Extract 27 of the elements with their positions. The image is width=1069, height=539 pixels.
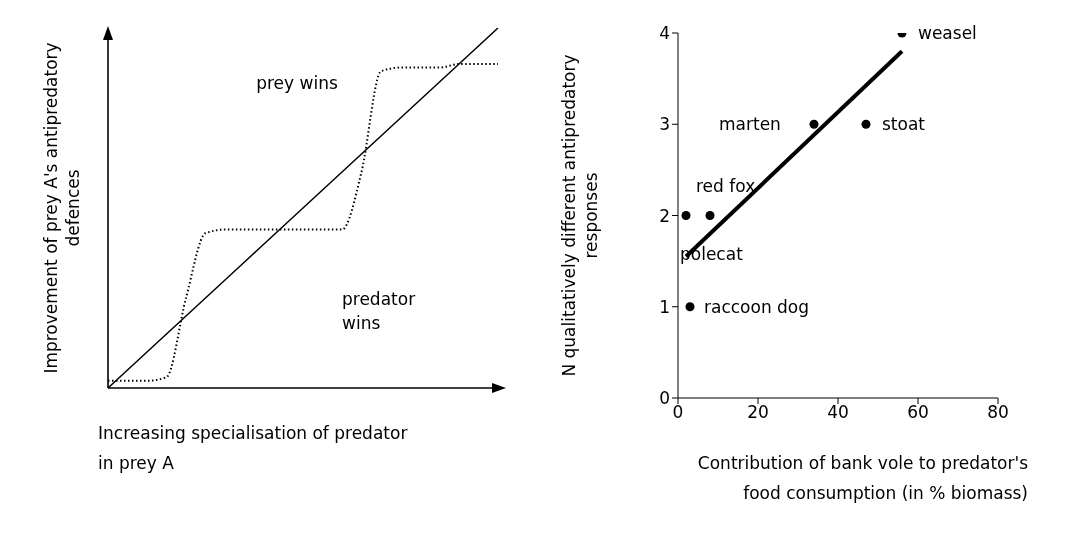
x-tick-label: 80 (987, 402, 1009, 423)
y-axis-title: N qualitatively different antipredatory responses (558, 53, 602, 379)
x-axis-title: Contribution of bank vole to predator's food consumption (in % biomass) (696, 452, 1028, 505)
x-tick-label: 20 (747, 402, 769, 423)
annotation: stoat (882, 114, 926, 135)
point (685, 302, 695, 312)
point (861, 119, 871, 129)
y-tick-label: 1 (659, 296, 670, 317)
x-tick-label: 40 (827, 402, 849, 423)
x-tick-label: 0 (672, 402, 684, 423)
point (809, 119, 819, 129)
point (705, 210, 715, 221)
y-tick-label: 3 (659, 114, 670, 135)
annotation: red fox (696, 175, 756, 196)
annotation: predator wins (342, 288, 417, 336)
x-axis-title: Increasing specialisation of predator in prey A (98, 422, 409, 475)
y-tick-label: 0 (659, 388, 670, 409)
point (681, 210, 691, 221)
annotation: raccoon dog (704, 296, 810, 317)
x-tick-label: 60 (907, 402, 929, 423)
annotation: polecat (680, 243, 744, 264)
annotation: weasel (918, 23, 977, 43)
annotation: prey wins (256, 72, 339, 96)
y-axis-title: Improvement of prey A's antipredatory defences (40, 41, 84, 376)
y-tick-label: 4 (659, 23, 670, 44)
y-tick-label: 2 (659, 205, 670, 226)
annotation: marten (719, 114, 781, 135)
